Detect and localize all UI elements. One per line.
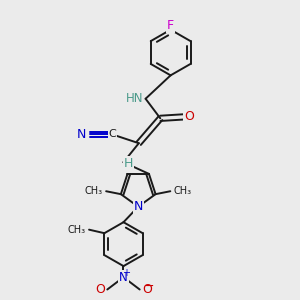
Text: C: C	[108, 129, 116, 140]
Text: N: N	[134, 200, 143, 213]
Text: CH₃: CH₃	[85, 186, 103, 196]
Text: F: F	[167, 19, 174, 32]
Text: O: O	[184, 110, 194, 123]
Text: N: N	[119, 271, 128, 284]
Text: −: −	[144, 280, 154, 293]
Text: HN: HN	[126, 92, 143, 105]
Text: +: +	[122, 268, 130, 278]
Text: O: O	[95, 283, 105, 296]
Text: N: N	[77, 128, 86, 141]
Text: CH₃: CH₃	[174, 186, 192, 196]
Text: CH₃: CH₃	[68, 225, 86, 235]
Text: O: O	[142, 283, 152, 296]
Text: H: H	[124, 157, 134, 170]
